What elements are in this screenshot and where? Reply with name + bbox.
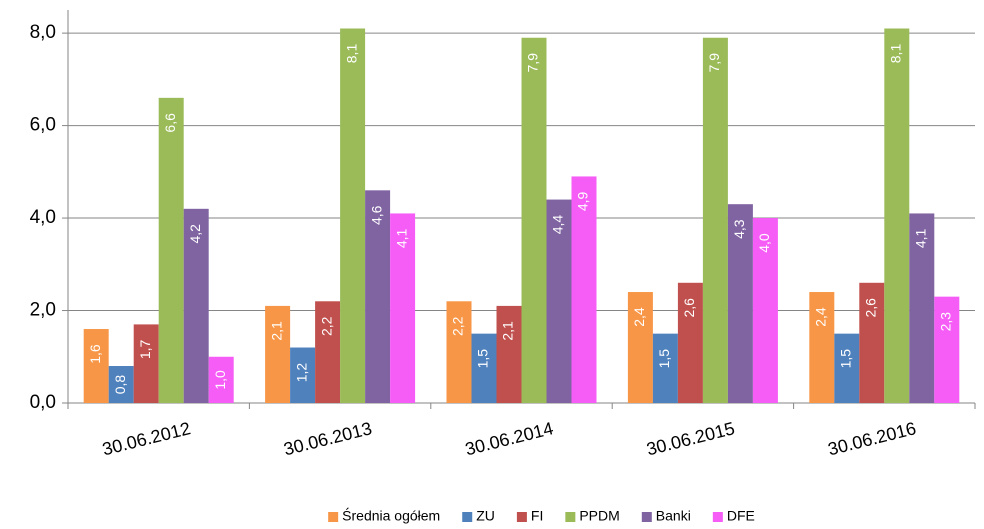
bar — [265, 305, 291, 403]
data-label: 1,7 — [137, 339, 153, 359]
data-label: 2,2 — [450, 316, 466, 336]
data-label: 1,6 — [87, 344, 103, 364]
data-label: 2,1 — [268, 321, 284, 341]
data-label: 4,3 — [731, 219, 747, 239]
bar — [834, 333, 860, 403]
data-label: 1,2 — [293, 363, 309, 383]
y-tick-label: 8,0 — [30, 22, 56, 43]
data-label: 2,3 — [938, 312, 954, 332]
x-tick-label: 30.06.2016 — [826, 418, 918, 459]
bar — [471, 333, 497, 403]
legend-label: ZU — [476, 508, 495, 524]
bar — [909, 213, 935, 403]
bar — [859, 282, 885, 403]
bar — [521, 37, 547, 403]
bar — [546, 199, 572, 403]
data-label: 4,4 — [550, 215, 566, 235]
bar — [390, 213, 416, 403]
bar — [83, 329, 109, 403]
data-label: 8,1 — [343, 44, 359, 64]
legend-swatch — [641, 512, 652, 522]
y-tick-label: 2,0 — [30, 300, 56, 321]
data-label: 2,6 — [681, 298, 697, 318]
data-label: 2,1 — [500, 321, 516, 341]
legend-swatch — [328, 512, 339, 522]
bar — [627, 292, 653, 403]
data-label: 7,9 — [706, 53, 722, 73]
y-tick-label: 4,0 — [30, 207, 56, 228]
bar — [496, 305, 522, 403]
data-label: 7,9 — [525, 53, 541, 73]
bar — [884, 28, 910, 404]
bar — [702, 37, 728, 403]
bar — [365, 190, 391, 403]
bar — [446, 301, 472, 403]
data-label: 4,0 — [756, 233, 772, 253]
x-tick-label: 30.06.2015 — [644, 418, 736, 459]
bar — [752, 218, 778, 403]
y-tick-label: 6,0 — [30, 115, 56, 136]
data-label: 1,5 — [475, 349, 491, 369]
x-tick-label: 30.06.2014 — [463, 418, 555, 459]
bar — [571, 176, 597, 403]
bar — [133, 324, 159, 403]
bar — [108, 366, 134, 403]
bar — [158, 97, 184, 404]
bar — [677, 282, 703, 403]
legend-label: PPDM — [579, 508, 619, 524]
data-label: 1,5 — [838, 349, 854, 369]
data-label: 1,0 — [212, 370, 228, 390]
legend-swatch — [565, 512, 576, 522]
legend-swatch — [712, 512, 723, 522]
legend-label: Średnia ogółem — [342, 507, 440, 524]
data-label: 4,1 — [393, 228, 409, 248]
legend-label: Banki — [656, 508, 691, 524]
bar — [934, 296, 960, 403]
data-label: 0,8 — [112, 375, 128, 395]
legend-label: FI — [531, 508, 543, 524]
data-label: 8,1 — [888, 44, 904, 64]
data-label: 1,5 — [656, 349, 672, 369]
data-label: 2,6 — [863, 298, 879, 318]
x-tick-label: 30.06.2013 — [282, 418, 374, 459]
data-label: 4,2 — [187, 224, 203, 244]
bar — [208, 356, 234, 403]
bar — [809, 292, 835, 403]
bar — [652, 333, 678, 403]
bar — [315, 301, 341, 403]
data-label: 6,6 — [162, 113, 178, 133]
data-label: 4,6 — [368, 205, 384, 225]
data-label: 2,4 — [813, 307, 829, 327]
legend-swatch — [516, 512, 527, 522]
legend-label: DFE — [727, 508, 755, 524]
bar — [183, 208, 209, 403]
data-label: 2,4 — [631, 307, 647, 327]
data-label: 2,2 — [318, 316, 334, 336]
bar — [727, 204, 753, 403]
bar — [340, 28, 366, 404]
y-tick-label: 0,0 — [30, 392, 56, 413]
legend-swatch — [462, 512, 473, 522]
data-label: 4,9 — [575, 192, 591, 212]
bar — [290, 347, 316, 403]
data-label: 4,1 — [913, 228, 929, 248]
x-tick-label: 30.06.2012 — [100, 418, 192, 459]
